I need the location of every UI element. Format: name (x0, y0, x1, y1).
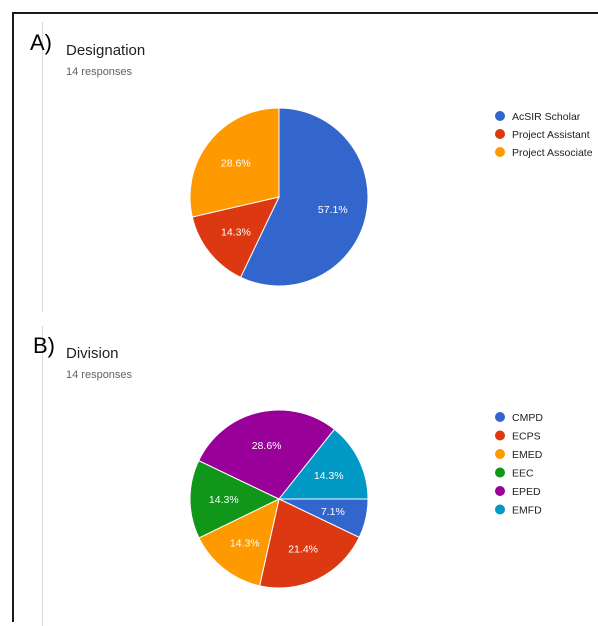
chart-title-designation: Designation (66, 42, 146, 59)
division-slice-label: 14.3% (314, 470, 344, 482)
designation-slice-project-associate[interactable] (189, 107, 280, 218)
chart-subtitle-designation: 14 responses (66, 66, 133, 78)
division-slice-label: 14.3% (209, 494, 239, 506)
division-slice-label: 28.6% (252, 440, 282, 452)
division-slice-label: 14.3% (230, 537, 260, 549)
designation-legend-swatch[interactable] (495, 147, 505, 157)
division-slice-eec[interactable] (189, 459, 281, 539)
division-slice-label: 21.4% (288, 544, 318, 556)
division-legend-label[interactable]: EMFD (512, 505, 542, 517)
division-slice-ecps[interactable] (258, 498, 360, 589)
division-slice-label: 7.1% (321, 506, 345, 518)
designation-slice-label: 57.1% (318, 204, 348, 216)
division-slice-emed[interactable] (198, 498, 280, 587)
designation-legend-label[interactable]: Project Associate (512, 147, 593, 159)
division-legend-swatch[interactable] (495, 430, 505, 441)
designation-slice-label: 28.6% (221, 158, 251, 170)
division-legend-label[interactable]: EEC (512, 468, 534, 480)
division-legend-swatch[interactable] (495, 504, 505, 515)
division-slice-eped[interactable] (198, 409, 336, 500)
designation-legend-label[interactable]: Project Assistant (512, 129, 590, 141)
designation-slice-acsir-scholar[interactable] (239, 107, 369, 287)
chart-title-division: Division (66, 345, 119, 362)
division-legend-label[interactable]: ECPS (512, 431, 541, 443)
division-legend-swatch[interactable] (495, 486, 505, 496)
designation-legend-swatch[interactable] (495, 111, 505, 121)
division-legend-swatch[interactable] (495, 467, 505, 478)
panel-letter-a: A) (30, 30, 52, 55)
designation-legend-label[interactable]: AcSIR Scholar (512, 111, 581, 123)
division-legend-swatch[interactable] (495, 449, 505, 459)
division-slice-emfd[interactable] (277, 428, 369, 500)
chart-subtitle-division: 14 responses (66, 369, 133, 381)
division-legend-swatch[interactable] (495, 412, 505, 422)
division-legend-label[interactable]: EPED (512, 486, 541, 498)
division-legend-label[interactable]: CMPD (512, 412, 543, 424)
panel-letter-b: B) (33, 333, 55, 358)
designation-slice-label: 14.3% (221, 227, 251, 239)
designation-slice-project-assistant[interactable] (191, 196, 280, 278)
figure-frame (12, 12, 598, 622)
designation-legend-swatch[interactable] (495, 129, 505, 139)
division-legend-label[interactable]: EMED (512, 449, 543, 461)
